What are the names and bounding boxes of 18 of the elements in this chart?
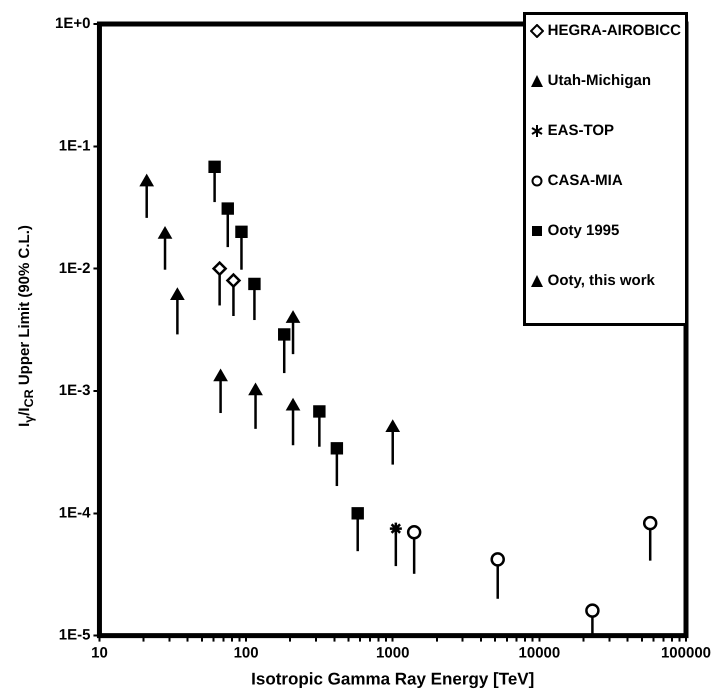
y-tick-label: 1E-5	[58, 626, 90, 644]
y-tick-label: 1E-2	[58, 260, 90, 277]
y-tick-label: 1E-1	[58, 137, 90, 154]
x-tick-label: 1000	[376, 644, 410, 662]
legend-label: Ooty 1995	[548, 221, 620, 241]
y-tick-label: 1E-3	[58, 382, 90, 400]
x-axis-title: Isotropic Gamma Ray Energy [TeV]	[251, 669, 534, 688]
x-tick-label: 100	[234, 644, 259, 662]
x-tick-label: 100000	[660, 644, 712, 662]
legend-label: Utah-Michigan	[548, 71, 651, 91]
x-tick-label: 10	[91, 644, 108, 662]
legend-label: CASA-MIA	[548, 171, 623, 191]
y-tick-label: 1E-4	[58, 504, 92, 522]
legend-label: Ooty, this work	[548, 271, 655, 291]
x-tick-label: 10000	[518, 644, 560, 662]
legend-label: EAS-TOP	[548, 121, 614, 141]
y-tick-label: 1E+0	[54, 15, 90, 32]
legend-label: HEGRA-AIROBICC	[548, 21, 681, 41]
